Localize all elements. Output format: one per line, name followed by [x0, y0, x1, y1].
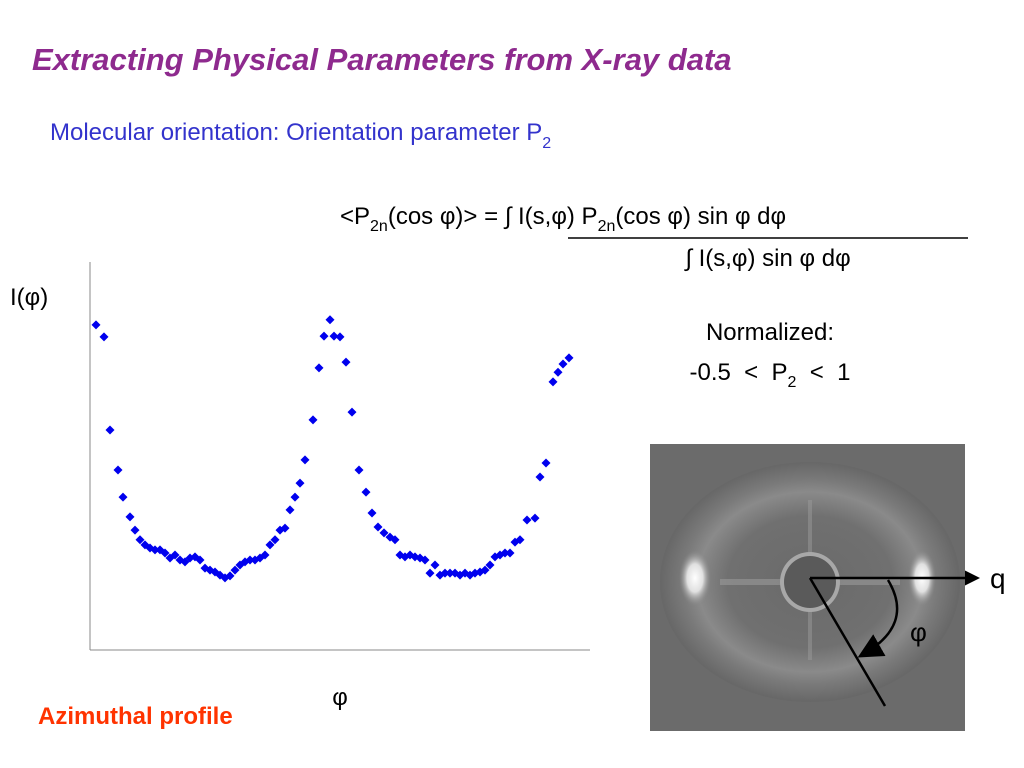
data-point — [420, 555, 430, 565]
data-point — [430, 560, 440, 570]
data-point — [118, 492, 128, 502]
y-axis-label: I(φ) — [10, 284, 48, 311]
data-point — [135, 535, 145, 545]
data-point — [341, 357, 351, 367]
formula-part: (cos φ)> = — [388, 203, 505, 230]
subtitle: Molecular orientation: Orientation param… — [50, 119, 551, 152]
data-point — [390, 535, 400, 545]
data-point — [367, 508, 377, 518]
data-point — [335, 332, 345, 342]
data-point — [522, 515, 532, 525]
data-point — [530, 513, 540, 523]
data-point — [500, 548, 510, 558]
normalized-range: -0.5 < P2 < 1 — [689, 359, 850, 391]
data-point — [91, 320, 101, 330]
data-point — [245, 555, 255, 565]
data-point — [113, 465, 123, 475]
formula-part: ∫ I(s,φ) P — [503, 203, 598, 230]
x-axis-label: φ — [332, 684, 348, 711]
diffraction-image — [650, 444, 965, 731]
data-point — [300, 455, 310, 465]
data-point — [329, 331, 339, 341]
data-point — [548, 377, 558, 387]
scatter-points — [91, 315, 574, 583]
data-point — [373, 522, 383, 532]
data-point — [150, 545, 160, 555]
data-point — [325, 315, 335, 325]
slide-title: Extracting Physical Parameters from X-ra… — [32, 42, 732, 77]
caption: Azimuthal profile — [38, 703, 233, 730]
data-point — [105, 425, 115, 435]
data-point — [440, 568, 450, 578]
data-point — [347, 407, 357, 417]
data-point — [535, 472, 545, 482]
data-point — [361, 487, 371, 497]
data-point — [295, 478, 305, 488]
formula-denominator: ∫ I(s,φ) sin φ dφ — [683, 245, 850, 272]
data-point — [319, 331, 329, 341]
data-point — [308, 415, 318, 425]
subtitle-sub: 2 — [542, 135, 551, 152]
data-point — [425, 568, 435, 578]
formula-part: (cos φ) sin φ dφ — [615, 203, 786, 230]
data-point — [160, 548, 170, 558]
range-part: < 1 — [796, 359, 850, 386]
data-point — [125, 512, 135, 522]
data-point — [553, 367, 563, 377]
data-point — [290, 492, 300, 502]
beamstop — [784, 556, 836, 608]
range-sub: 2 — [788, 374, 797, 391]
data-point — [541, 458, 551, 468]
data-point — [285, 505, 295, 515]
data-point — [564, 353, 574, 363]
data-point — [170, 550, 180, 560]
formula-sub: 2n — [598, 218, 616, 235]
data-point — [505, 548, 515, 558]
orientation-line — [808, 577, 887, 707]
formula-sub: 2n — [370, 218, 388, 235]
data-point — [379, 528, 389, 538]
data-point — [445, 568, 455, 578]
data-point — [99, 332, 109, 342]
subtitle-text: Molecular orientation: Orientation param… — [50, 119, 542, 146]
data-point — [270, 535, 280, 545]
range-part: -0.5 < P — [689, 359, 787, 386]
data-point — [225, 571, 235, 581]
data-point — [354, 465, 364, 475]
data-point — [195, 555, 205, 565]
formula-part: <P — [340, 203, 370, 230]
data-point — [485, 560, 495, 570]
reflection-spot — [679, 550, 711, 606]
data-point — [265, 540, 275, 550]
data-point — [558, 359, 568, 369]
data-point — [230, 565, 240, 575]
data-point — [280, 523, 290, 533]
data-point — [314, 363, 324, 373]
phi-arc — [857, 579, 899, 658]
data-point — [130, 525, 140, 535]
q-label: q — [990, 563, 1006, 594]
data-point — [515, 535, 525, 545]
formula-numerator: <P2n(cos φ)> = ∫ I(s,φ) P2n(cos φ) sin φ… — [340, 203, 786, 235]
data-point — [480, 565, 490, 575]
normalized-label: Normalized: — [706, 319, 834, 346]
data-point — [260, 550, 270, 560]
phi-label: φ — [910, 617, 927, 647]
